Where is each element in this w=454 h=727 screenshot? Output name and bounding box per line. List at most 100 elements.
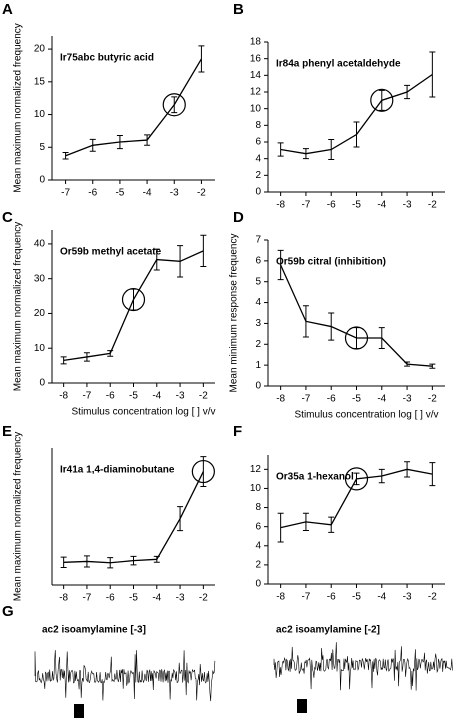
y-tick-label: 15 — [34, 76, 46, 87]
y-tick-label: 2 — [255, 339, 261, 350]
y-tick-label: 10 — [250, 483, 262, 494]
y-tick-label: 2 — [255, 560, 261, 571]
y-tick-label: 7 — [255, 235, 261, 246]
x-tick-label: -2 — [199, 593, 208, 604]
x-tick-label: -3 — [403, 592, 412, 603]
y-tick-label: 12 — [250, 87, 262, 98]
x-tick-label: -3 — [170, 188, 179, 199]
panel-letter: C — [2, 209, 13, 226]
y-tick-label: 10 — [34, 109, 46, 120]
x-tick-label: -2 — [428, 200, 437, 211]
trace-label: ac2 isoamylamine [-3] — [42, 625, 146, 636]
highlight-circle — [344, 467, 369, 491]
spike-trace — [273, 642, 453, 691]
panel-title: Ir41a 1,4-diaminobutane — [60, 465, 175, 476]
panel-title: Or35a 1-hexanol — [276, 472, 354, 483]
data-line — [280, 73, 433, 155]
panel-letter: E — [2, 423, 12, 440]
x-tick-label: -5 — [352, 592, 361, 603]
y-tick-label: 8 — [255, 120, 261, 131]
panel-letter: F — [233, 423, 242, 440]
x-tick-label: -3 — [403, 200, 412, 211]
data-line — [63, 471, 204, 564]
error-bar — [198, 45, 205, 73]
y-tick-label: 0 — [39, 378, 45, 389]
x-tick-label: -8 — [276, 394, 285, 405]
y-tick-label: 0 — [255, 579, 261, 590]
stimulus-bar — [297, 699, 307, 713]
x-tick-label: -4 — [377, 200, 386, 211]
x-tick-label: -7 — [82, 391, 91, 402]
panel-title: Or59b citral (inhibition) — [276, 257, 386, 268]
x-tick-label: -2 — [199, 391, 208, 402]
y-tick-label: 16 — [250, 53, 262, 64]
highlight-circle — [370, 88, 394, 112]
trace-label: ac2 isoamylamine [-2] — [276, 625, 380, 636]
panel-letter: G — [2, 603, 14, 620]
data-line — [63, 250, 204, 362]
highlight-circle — [191, 459, 215, 484]
x-tick-label: -7 — [61, 188, 70, 199]
y-tick-label: 8 — [255, 502, 261, 513]
x-tick-label: -4 — [377, 592, 386, 603]
x-tick-label: -2 — [428, 394, 437, 405]
y-tick-label: 18 — [250, 37, 262, 48]
x-tick-label: -8 — [276, 592, 285, 603]
highlight-circle — [162, 93, 186, 117]
x-tick-label: -6 — [327, 592, 336, 603]
y-tick-label: 1 — [255, 360, 261, 371]
y-tick-label: 4 — [255, 153, 261, 164]
x-tick-label: -6 — [106, 593, 115, 604]
x-tick-label: -5 — [129, 391, 138, 402]
y-tick-label: 40 — [34, 239, 46, 250]
y-tick-label: 10 — [250, 103, 262, 114]
stimulus-bar — [74, 704, 84, 718]
y-tick-label: 4 — [255, 297, 261, 308]
panel-title: Ir84a phenyl acetaldehyde — [276, 59, 401, 70]
x-axis-label: Stimulus concentration log [ ] v/v — [72, 407, 216, 418]
y-tick-label: 20 — [34, 308, 46, 319]
x-tick-label: -6 — [88, 188, 97, 199]
x-tick-label: -6 — [327, 394, 336, 405]
y-tick-label: 30 — [34, 273, 46, 284]
x-tick-label: -3 — [176, 391, 185, 402]
y-tick-label: 14 — [250, 70, 262, 81]
data-line — [65, 58, 202, 157]
error-bar — [62, 152, 69, 160]
panel-letter: A — [2, 1, 13, 18]
x-tick-label: -2 — [197, 188, 206, 199]
panel-letter: B — [233, 1, 244, 18]
x-tick-label: -7 — [301, 394, 310, 405]
y-axis-label: Mean maximum normalized frequency — [13, 432, 24, 602]
y-tick-label: 0 — [39, 175, 45, 186]
panel-title: Ir75abc butyric acid — [60, 53, 154, 64]
x-tick-label: -5 — [352, 394, 361, 405]
y-tick-label: 2 — [255, 170, 261, 181]
x-tick-label: -5 — [115, 188, 124, 199]
x-tick-label: -6 — [327, 200, 336, 211]
x-tick-label: -4 — [377, 394, 386, 405]
x-axis-label: Stimulus concentration log [ ] v/v — [295, 410, 439, 421]
y-tick-label: 20 — [34, 44, 46, 55]
panel-letter: D — [233, 209, 244, 226]
y-tick-label: 6 — [255, 255, 261, 266]
x-tick-label: -3 — [176, 593, 185, 604]
x-tick-label: -8 — [276, 200, 285, 211]
x-tick-label: -8 — [59, 593, 68, 604]
y-axis-label: Mean maximum normalized frequency — [13, 23, 24, 193]
y-tick-label: 5 — [255, 276, 261, 287]
x-tick-label: -8 — [59, 391, 68, 402]
y-axis-label: Mean maximum normalized frequency — [13, 222, 24, 392]
spike-trace — [34, 650, 216, 702]
highlight-circle — [344, 326, 369, 350]
y-tick-label: 6 — [255, 137, 261, 148]
y-tick-label: 12 — [250, 464, 262, 475]
highlight-circle — [121, 287, 146, 312]
y-tick-label: 5 — [39, 142, 45, 153]
x-tick-label: -5 — [352, 200, 361, 211]
y-tick-label: 0 — [255, 187, 261, 198]
data-line — [280, 264, 433, 367]
x-tick-label: -7 — [82, 593, 91, 604]
x-tick-label: -3 — [403, 394, 412, 405]
